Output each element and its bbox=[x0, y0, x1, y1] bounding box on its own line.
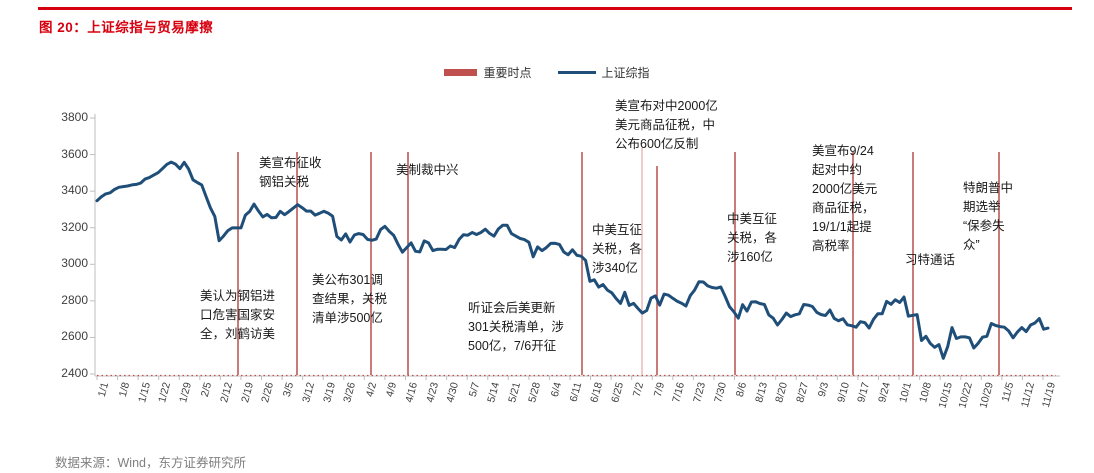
event-annotation: 美认为钢铝进 口危害国家安 全，刘鹤访美 bbox=[200, 287, 275, 344]
event-annotation-line: 期选举 bbox=[963, 200, 1001, 214]
event-annotation: 特朗普中期选举 “保参失众” bbox=[963, 179, 1013, 255]
event-annotation-line: 美公布301调 bbox=[312, 273, 383, 287]
event-annotation-line: 美宣布9/24 bbox=[812, 144, 874, 158]
event-annotation-line: 中美互征 bbox=[727, 212, 778, 226]
event-annotation-line: 500亿，7/6开征 bbox=[468, 339, 557, 353]
event-annotation: 美制裁中兴 bbox=[396, 161, 459, 180]
event-annotation-line: “保参失 bbox=[963, 219, 1005, 233]
sse-index-line bbox=[95, 160, 1050, 360]
event-annotation-line: 全，刘鹤访美 bbox=[200, 327, 276, 341]
event-annotation: 美宣布征收 钢铝关税 bbox=[259, 154, 322, 192]
event-annotation-line: 特朗普中 bbox=[963, 181, 1014, 195]
event-annotation-line: 2000亿美元 bbox=[812, 182, 878, 196]
event-annotation-line: 商品征税， bbox=[812, 201, 875, 215]
y-axis-label: 3600 bbox=[61, 146, 88, 161]
y-axis-label: 3000 bbox=[61, 256, 88, 271]
source-note: 数据来源：Wind，东方证券研究所 bbox=[55, 456, 246, 470]
y-axis-label: 3400 bbox=[61, 183, 88, 198]
event-annotation-line: 钢铝关税 bbox=[259, 175, 310, 189]
event-annotation-line: 听证会后美更新 bbox=[468, 301, 556, 315]
event-annotation-line: 习特通话 bbox=[905, 253, 956, 267]
legend-item-sse-index: 上证综指 bbox=[557, 64, 650, 81]
y-axis-label: 2400 bbox=[61, 366, 88, 380]
event-annotation: 美宣布9/24 起对中约 2000亿美元 商品征税， 19/1/1起提 高税率 bbox=[812, 142, 877, 256]
event-annotation: 美公布301调 查结果，关税 清单涉500亿 bbox=[312, 271, 387, 328]
event-annotation-line: 查结果，关税 bbox=[312, 292, 388, 306]
legend-label-sse-index: 上证综指 bbox=[601, 66, 650, 80]
y-axis-label: 3800 bbox=[61, 110, 88, 124]
event-annotation-line: 起对中约 bbox=[812, 163, 863, 177]
event-annotation-line: 公布600亿反制 bbox=[615, 137, 699, 151]
event-annotation-line: 涉340亿 bbox=[592, 261, 638, 275]
event-annotation: 习特通话 bbox=[905, 251, 955, 270]
title-rule bbox=[38, 7, 1072, 10]
event-annotation-line: 美认为钢铝进 bbox=[200, 289, 276, 303]
y-axis-label: 2600 bbox=[61, 329, 88, 344]
event-annotation-line: 中美互征 bbox=[592, 223, 643, 237]
y-axis-label: 2800 bbox=[61, 292, 88, 307]
figure-caption: 图 20：上证综指与贸易摩擦 bbox=[39, 20, 214, 35]
event-annotation-line: 美元商品征税，中 bbox=[615, 118, 716, 132]
event-annotation: 听证会后美更新 301关税清单，涉 500亿，7/6开征 bbox=[468, 299, 564, 356]
y-axis-label: 3200 bbox=[61, 219, 88, 234]
event-annotation-line: 301关税清单，涉 bbox=[468, 320, 564, 334]
event-annotation-line: 美宣布对中2000亿 bbox=[615, 99, 718, 113]
legend-label-important-moments: 重要时点 bbox=[483, 66, 532, 80]
legend-swatch-important-moments bbox=[444, 69, 478, 76]
event-annotation-line: 涉160亿 bbox=[727, 250, 773, 264]
legend-swatch-sse-index bbox=[557, 70, 596, 75]
event-annotation: 美宣布对中2000亿 美元商品征税，中 公布600亿反制 bbox=[615, 97, 718, 154]
event-annotation-line: 关税，各 bbox=[592, 242, 643, 256]
event-annotation: 中美互征关税，各涉160亿 bbox=[727, 210, 777, 267]
event-annotation-line: 美制裁中兴 bbox=[396, 163, 459, 177]
event-annotation-line: 清单涉500亿 bbox=[312, 311, 383, 325]
event-annotation-line: 19/1/1起提 bbox=[812, 220, 872, 234]
event-annotation-line: 美宣布征收 bbox=[259, 156, 322, 170]
event-annotation-line: 口危害国家安 bbox=[200, 308, 276, 322]
event-annotation: 中美互征关税，各涉340亿 bbox=[592, 221, 642, 278]
event-annotation-line: 关税，各 bbox=[727, 231, 778, 245]
event-annotation-line: 高税率 bbox=[812, 239, 850, 253]
event-annotation-line: 众” bbox=[963, 238, 980, 252]
legend-item-important-moments: 重要时点 bbox=[444, 64, 532, 81]
chart-legend: 重要时点 上证综指 bbox=[0, 64, 1094, 81]
